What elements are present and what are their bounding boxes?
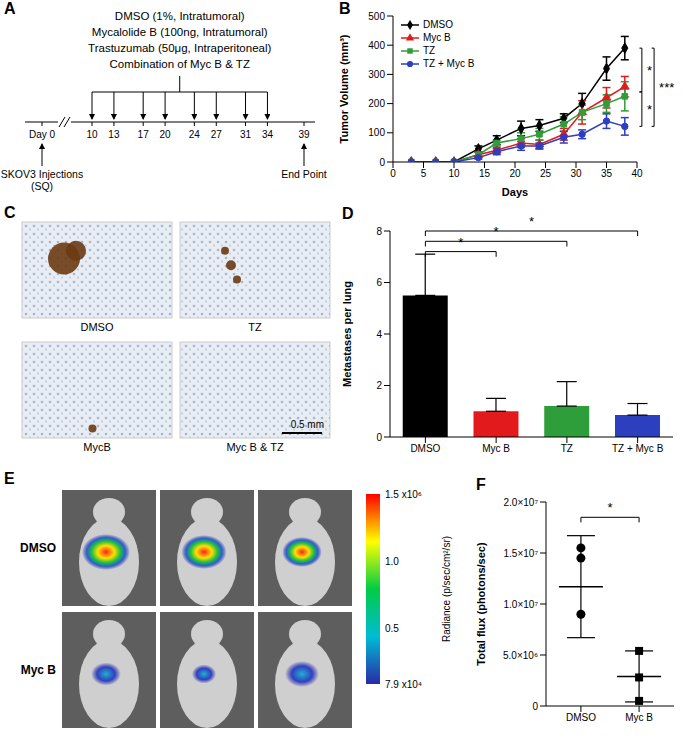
svg-text:0.5: 0.5 — [385, 623, 399, 634]
svg-text:*: * — [647, 63, 652, 78]
svg-text:Myc B & TZ: Myc B & TZ — [226, 441, 284, 453]
svg-text:25: 25 — [540, 168, 552, 179]
svg-text:15: 15 — [479, 168, 491, 179]
svg-text:8: 8 — [376, 226, 382, 237]
svg-text:Total flux (photons/sec): Total flux (photons/sec) — [475, 542, 487, 666]
html-text:D: D — [342, 205, 354, 222]
svg-text:17: 17 — [138, 129, 150, 140]
svg-text:6: 6 — [376, 277, 382, 288]
svg-text:Myc B: Myc B — [21, 663, 57, 677]
svg-text:DMSO (1%, Intratumoral): DMSO (1%, Intratumoral) — [115, 10, 245, 22]
svg-text:10: 10 — [448, 168, 460, 179]
svg-text:Myc B: Myc B — [625, 712, 653, 723]
svg-text:SKOV3 Injections: SKOV3 Injections — [1, 168, 83, 180]
svg-text:0: 0 — [532, 701, 538, 712]
svg-text:***: *** — [659, 80, 674, 95]
html-text:C: C — [4, 204, 16, 221]
svg-text:100: 100 — [368, 127, 385, 138]
svg-text:1.0×10⁷: 1.0×10⁷ — [504, 599, 539, 610]
svg-text:5: 5 — [421, 168, 427, 179]
svg-text:Radiance (p/sec/cm²/sr): Radiance (p/sec/cm²/sr) — [441, 536, 452, 642]
svg-text:Metastases per lung: Metastases per lung — [341, 281, 353, 387]
html-text:Myc B: Myc B — [423, 32, 451, 43]
svg-text:*: * — [494, 224, 499, 239]
svg-text:4: 4 — [376, 329, 382, 340]
svg-text:Trastuzumab (50μg, Intraperito: Trastuzumab (50μg, Intraperitoneal) — [88, 42, 271, 54]
svg-text:0: 0 — [390, 168, 396, 179]
html-text:E: E — [4, 470, 15, 487]
svg-text:500: 500 — [368, 11, 385, 22]
svg-text:13: 13 — [108, 129, 120, 140]
svg-text:27: 27 — [211, 129, 223, 140]
svg-text:MycB: MycB — [83, 441, 111, 453]
svg-text:300: 300 — [368, 69, 385, 80]
svg-text:1.0: 1.0 — [385, 556, 399, 567]
svg-text:40: 40 — [631, 168, 643, 179]
svg-text:0.5 mm: 0.5 mm — [291, 419, 324, 430]
svg-text:200: 200 — [368, 98, 385, 109]
svg-text:*: * — [607, 500, 612, 515]
svg-text:0: 0 — [379, 157, 385, 168]
svg-text:*: * — [647, 102, 652, 117]
html-text:TZ + Myc B: TZ + Myc B — [423, 58, 475, 69]
svg-text:5.0×10⁶: 5.0×10⁶ — [503, 650, 538, 661]
svg-text:24: 24 — [189, 129, 201, 140]
svg-text:1.5 x10⁶: 1.5 x10⁶ — [385, 489, 422, 500]
svg-text:7.9 x10⁴: 7.9 x10⁴ — [385, 679, 422, 690]
svg-text:0: 0 — [376, 432, 382, 443]
svg-text:Combination of Myc B & TZ: Combination of Myc B & TZ — [110, 58, 250, 70]
svg-text:20: 20 — [509, 168, 521, 179]
svg-text:DMSO: DMSO — [20, 541, 56, 555]
svg-text:2.0×10⁷: 2.0×10⁷ — [504, 497, 539, 508]
svg-text:TZ: TZ — [248, 321, 262, 333]
svg-text:*: * — [458, 235, 463, 250]
svg-text:10: 10 — [86, 129, 98, 140]
svg-text:DMSO: DMSO — [410, 443, 440, 454]
svg-text:*: * — [529, 214, 534, 229]
svg-text:35: 35 — [601, 168, 613, 179]
svg-text:Days: Days — [502, 186, 528, 198]
svg-text:TZ + Myc B: TZ + Myc B — [612, 443, 664, 454]
html-text:TZ: TZ — [423, 45, 436, 56]
svg-text:DMSO: DMSO — [566, 712, 596, 723]
svg-text:30: 30 — [570, 168, 582, 179]
svg-text:34: 34 — [262, 129, 274, 140]
svg-text:20: 20 — [160, 129, 172, 140]
svg-text:2: 2 — [376, 380, 382, 391]
svg-text:39: 39 — [298, 129, 310, 140]
html-text:F: F — [476, 476, 486, 493]
svg-text:TZ: TZ — [561, 443, 573, 454]
svg-text:1.5×10⁷: 1.5×10⁷ — [504, 548, 539, 559]
html-text:DMSO: DMSO — [423, 19, 453, 30]
html-text:A: A — [4, 0, 16, 17]
svg-text:Day 0: Day 0 — [29, 129, 56, 140]
svg-text:400: 400 — [368, 40, 385, 51]
svg-text:31: 31 — [240, 129, 252, 140]
svg-text:Myc B: Myc B — [482, 443, 510, 454]
svg-text:End Point: End Point — [281, 168, 327, 180]
html-text:B: B — [339, 0, 351, 17]
svg-text:DMSO: DMSO — [81, 321, 114, 333]
svg-text:Mycalolide B (100ng, Intratumo: Mycalolide B (100ng, Intratumoral) — [92, 26, 268, 38]
svg-text:(SQ): (SQ) — [31, 180, 53, 192]
svg-text:Tumor Volume (mm³): Tumor Volume (mm³) — [338, 34, 350, 143]
